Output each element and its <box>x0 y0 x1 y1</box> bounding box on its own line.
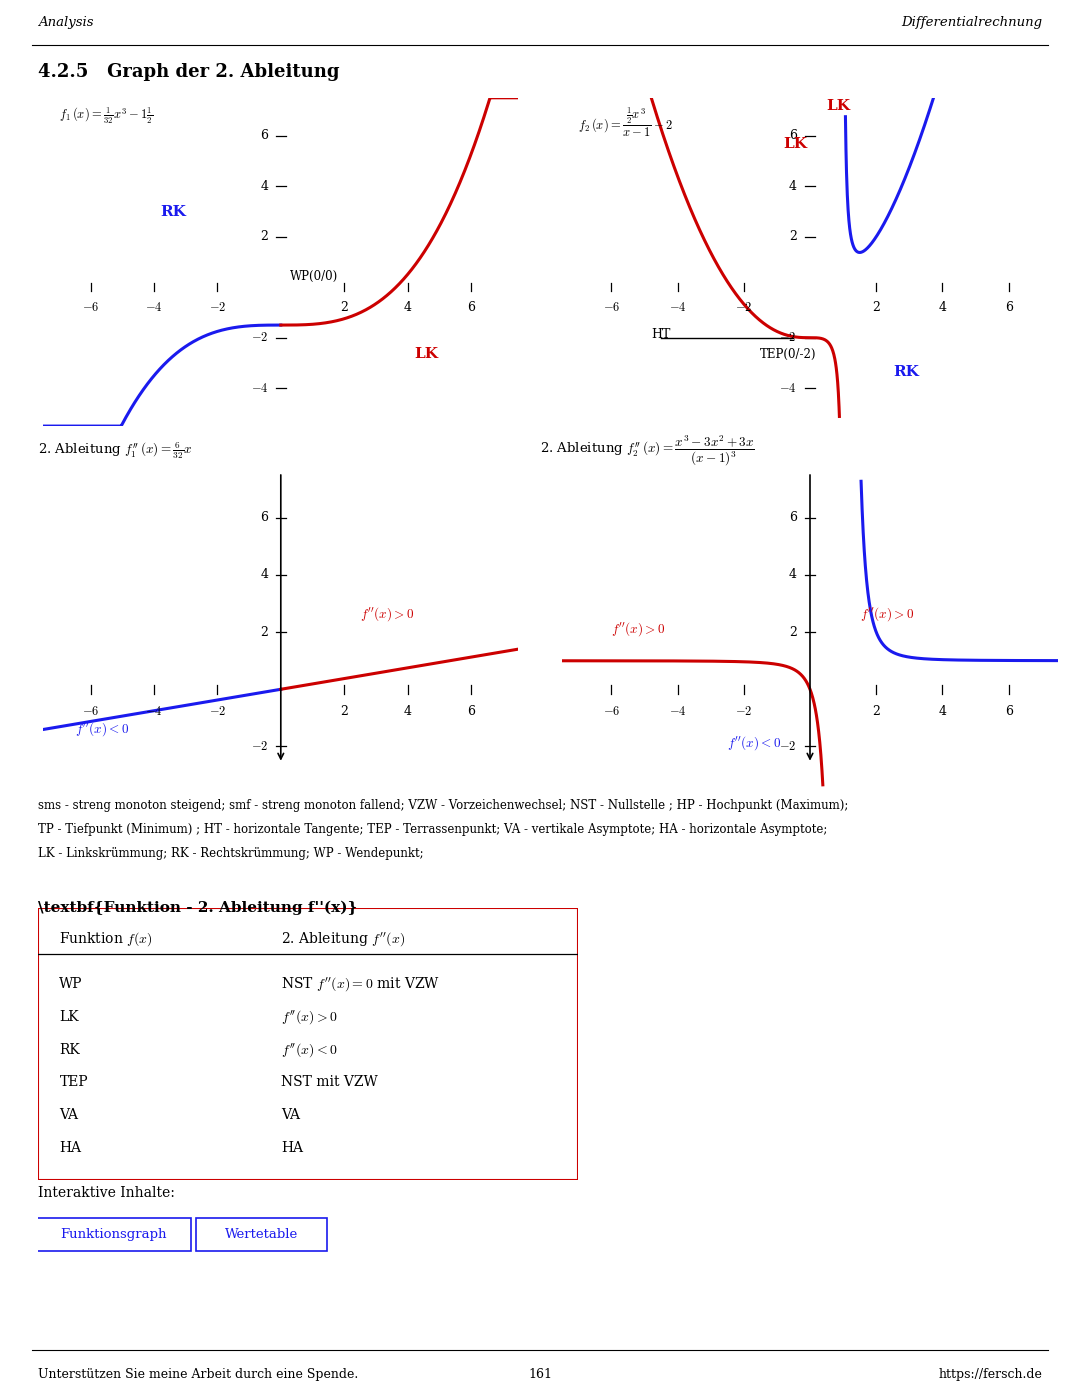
Text: $f''(x) > 0$: $f''(x) > 0$ <box>611 620 666 637</box>
Text: HA: HA <box>281 1141 302 1155</box>
Text: NST $f''(x) = 0$ mit VZW: NST $f''(x) = 0$ mit VZW <box>281 975 440 993</box>
Text: LK: LK <box>414 346 437 360</box>
Text: 2: 2 <box>340 705 348 718</box>
Text: $-4$: $-4$ <box>779 381 797 395</box>
Text: 2: 2 <box>788 626 797 638</box>
Text: Unterstützen Sie meine Arbeit durch eine Spende.: Unterstützen Sie meine Arbeit durch eine… <box>38 1368 359 1382</box>
Text: 6: 6 <box>1004 302 1013 314</box>
Text: $-2$: $-2$ <box>208 705 226 718</box>
Text: Differentialrechnung: Differentialrechnung <box>901 15 1042 28</box>
Text: sms - streng monoton steigend; smf - streng monoton fallend; VZW - Vorzeichenwec: sms - streng monoton steigend; smf - str… <box>38 799 848 812</box>
Text: $f_2\,(x) = \dfrac{\frac{1}{2}x^3}{x-1} - 2$: $f_2\,(x) = \dfrac{\frac{1}{2}x^3}{x-1} … <box>578 105 673 138</box>
Text: 2: 2 <box>260 626 268 638</box>
Text: $-2$: $-2$ <box>735 302 753 314</box>
Text: LK - Linkskrümmung; RK - Rechtskrümmung; WP - Wendepunkt;: LK - Linkskrümmung; RK - Rechtskrümmung;… <box>38 847 423 859</box>
Text: RK: RK <box>893 365 919 379</box>
Text: $-2$: $-2$ <box>780 740 797 753</box>
Text: $-6$: $-6$ <box>82 705 99 718</box>
Text: HT: HT <box>651 328 671 341</box>
Text: LK: LK <box>783 137 808 151</box>
Text: $-4$: $-4$ <box>251 381 268 395</box>
Text: Wertetable: Wertetable <box>225 1228 298 1241</box>
Text: WP: WP <box>59 978 83 992</box>
Text: 4: 4 <box>260 180 268 193</box>
Text: $f''(x) > 0$: $f''(x) > 0$ <box>360 605 415 623</box>
Text: 2: 2 <box>260 231 268 243</box>
Text: 6: 6 <box>467 302 475 314</box>
Text: $-2$: $-2$ <box>735 705 753 718</box>
Text: 4: 4 <box>939 302 946 314</box>
Text: $f''(x) < 0$: $f''(x) < 0$ <box>281 1041 338 1059</box>
Text: 2. Ableitung $f_1^{\prime\prime}\,(x) = \frac{6}{32}x$: 2. Ableitung $f_1^{\prime\prime}\,(x) = … <box>38 440 192 461</box>
Text: RK: RK <box>59 1042 80 1056</box>
Text: 4: 4 <box>404 705 411 718</box>
Text: 2: 2 <box>873 302 880 314</box>
Text: $-2$: $-2$ <box>780 331 797 344</box>
Text: $-4$: $-4$ <box>669 302 686 314</box>
Text: $f_1\,(x) = \frac{1}{32}x^3 - 1\frac{1}{2}$: $f_1\,(x) = \frac{1}{32}x^3 - 1\frac{1}{… <box>59 105 153 126</box>
FancyBboxPatch shape <box>195 1218 327 1250</box>
Text: $-6$: $-6$ <box>603 302 620 314</box>
Text: 6: 6 <box>1004 705 1013 718</box>
Text: 2: 2 <box>788 231 797 243</box>
Text: Analysis: Analysis <box>38 15 93 28</box>
Text: $f''(x) > 0$: $f''(x) > 0$ <box>860 605 915 623</box>
Text: 2: 2 <box>340 302 348 314</box>
Text: $-2$: $-2$ <box>208 302 226 314</box>
Text: 4.2.5   Graph der 2. Ableitung: 4.2.5 Graph der 2. Ableitung <box>38 63 339 81</box>
Text: $-6$: $-6$ <box>82 302 99 314</box>
Text: RK: RK <box>161 205 186 219</box>
Text: 4: 4 <box>260 569 268 581</box>
Text: Funktion $f(x)$: Funktion $f(x)$ <box>59 930 153 947</box>
Text: $-4$: $-4$ <box>146 302 163 314</box>
Text: TEP: TEP <box>59 1076 89 1090</box>
Text: $-4$: $-4$ <box>146 705 163 718</box>
Text: \textbf{Funktion - 2. Ableitung f''(x)}: \textbf{Funktion - 2. Ableitung f''(x)} <box>38 901 357 915</box>
Text: HA: HA <box>59 1141 81 1155</box>
Text: VA: VA <box>281 1108 300 1122</box>
Text: LK: LK <box>826 99 851 113</box>
Text: $f''(x) < 0$: $f''(x) < 0$ <box>75 719 130 738</box>
Text: TEP(0/-2): TEP(0/-2) <box>760 348 816 360</box>
Text: 6: 6 <box>788 129 797 142</box>
Text: Funktionsgraph: Funktionsgraph <box>59 1228 166 1241</box>
Text: $-2$: $-2$ <box>251 740 268 753</box>
Text: WP(0/0): WP(0/0) <box>291 270 338 282</box>
Text: VA: VA <box>59 1108 79 1122</box>
Text: $-4$: $-4$ <box>669 705 686 718</box>
Text: https://fersch.de: https://fersch.de <box>939 1368 1042 1382</box>
Text: 161: 161 <box>528 1368 552 1382</box>
Text: 2. Ableitung $f^{\prime\prime}(x)$: 2. Ableitung $f^{\prime\prime}(x)$ <box>281 930 405 947</box>
Text: 6: 6 <box>260 129 268 142</box>
Text: 2: 2 <box>873 705 880 718</box>
Text: 4: 4 <box>788 180 797 193</box>
Text: NST mit VZW: NST mit VZW <box>281 1076 378 1090</box>
Text: $f''(x) > 0$: $f''(x) > 0$ <box>281 1009 338 1025</box>
Text: $-6$: $-6$ <box>603 705 620 718</box>
Text: 4: 4 <box>404 302 411 314</box>
Text: $-2$: $-2$ <box>251 331 268 344</box>
Text: 6: 6 <box>260 511 268 524</box>
Text: 4: 4 <box>788 569 797 581</box>
Text: 4: 4 <box>939 705 946 718</box>
Text: $f''(x) < 0$: $f''(x) < 0$ <box>727 733 782 752</box>
Text: 6: 6 <box>788 511 797 524</box>
Text: Interaktive Inhalte:: Interaktive Inhalte: <box>38 1186 175 1200</box>
Text: 6: 6 <box>467 705 475 718</box>
Text: 2. Ableitung $f_2^{\prime\prime}\,(x) = \dfrac{x^3-3x^2+3x}{(x-1)^3}$: 2. Ableitung $f_2^{\prime\prime}\,(x) = … <box>540 433 755 468</box>
FancyBboxPatch shape <box>36 1218 191 1250</box>
Text: LK: LK <box>59 1010 79 1024</box>
Text: TP - Tiefpunkt (Minimum) ; HT - horizontale Tangente; TEP - Terrassenpunkt; VA -: TP - Tiefpunkt (Minimum) ; HT - horizont… <box>38 823 827 835</box>
